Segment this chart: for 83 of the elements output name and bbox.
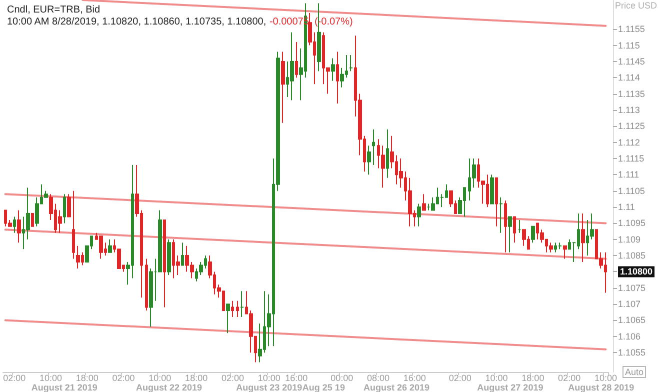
y-tick-label: 1.112 <box>618 137 640 148</box>
y-tick-label: 1.1135 <box>618 88 645 99</box>
y-tick-label: 1.1105 <box>618 186 645 196</box>
x-tick-label: 02:00 <box>112 373 135 383</box>
x-tick-label: 10:00 <box>148 373 172 383</box>
candlestick <box>295 42 298 78</box>
candlestick <box>558 242 562 250</box>
y-tick-label: 1.1095 <box>618 218 646 228</box>
candlestick <box>331 58 335 82</box>
candlestick <box>145 258 148 312</box>
y-axis-title: Price USD <box>614 0 658 10</box>
y-tick-label: 1.1115 <box>618 154 644 164</box>
y-tick-label: 1.10800 <box>620 266 653 277</box>
candlestick <box>367 145 371 176</box>
y-tick-label: 1.106 <box>618 331 641 342</box>
y-tick-label: 1.1065 <box>618 315 646 326</box>
x-tick-label: 18:00 <box>76 373 98 383</box>
candlestick <box>386 128 389 178</box>
candlestick <box>76 245 80 269</box>
candlestick <box>13 216 16 234</box>
candlestick <box>508 216 512 253</box>
y-tick-label: 1.1125 <box>618 121 645 132</box>
candlestick <box>522 229 526 246</box>
candlestick <box>581 212 585 263</box>
x-tick-label: 02:00 <box>221 373 244 383</box>
candlestick <box>17 210 21 244</box>
y-tick-label: 1.107 <box>618 299 641 310</box>
y-tick-label: 1.1145 <box>618 56 645 66</box>
candlestick <box>513 216 516 244</box>
candlestick <box>422 194 426 211</box>
x-tick-label: 18:00 <box>522 373 544 383</box>
x-tick-label: 00:00 <box>330 373 354 383</box>
candlestick <box>518 219 521 234</box>
candlestick <box>67 194 71 218</box>
candlestick <box>236 300 239 318</box>
x-tick-label: 10:00 <box>39 373 62 383</box>
candlestick <box>504 200 507 253</box>
x-tick-label: 02:00 <box>558 373 581 383</box>
candlestick <box>240 290 244 318</box>
x-tick-label: 10:00 <box>258 373 280 383</box>
candlestick <box>167 238 171 276</box>
candlestick <box>531 226 535 244</box>
x-tick-label: 02:00 <box>3 373 26 383</box>
text: 10:00 AM 8/28/2019, 1.10820, 1.10860, 1.10735, 1.10800, <box>7 16 266 28</box>
candlestick <box>31 212 34 227</box>
y-tick-label: 1.109 <box>618 234 641 244</box>
chart-title: Cndl, EUR=TRB, Bid <box>7 4 100 16</box>
y-tick-label: 1.115 <box>618 40 640 50</box>
candlestick <box>281 51 285 124</box>
text: Auto <box>624 367 644 377</box>
y-tick-label: 1.1085 <box>618 250 646 261</box>
y-tick-label: 1.111 <box>618 170 640 180</box>
x-tick-label: 16:00 <box>403 373 426 383</box>
y-tick-label: 1.113 <box>618 104 640 115</box>
candlestick <box>499 196 503 234</box>
y-tick-label: 1.11 <box>618 202 635 212</box>
y-tick-label: 1.1155 <box>618 24 645 34</box>
candlestick <box>549 242 553 253</box>
x-tick-label: 16:00 <box>285 373 308 383</box>
candlestick <box>336 51 339 104</box>
y-tick-label: 1.1075 <box>618 282 646 293</box>
candlestick <box>63 194 66 224</box>
x-tick-label: 18:00 <box>185 373 208 383</box>
candlestick <box>181 242 184 266</box>
candlestick <box>99 236 103 260</box>
y-tick-label: 1.114 <box>618 72 640 83</box>
x-tick-label: 08:00 <box>367 373 390 383</box>
candlestick <box>290 32 294 101</box>
candlestick <box>563 245 567 260</box>
candlestick <box>163 219 166 308</box>
candlestick <box>349 54 353 72</box>
y-tick-label: 1.1055 <box>618 348 646 358</box>
candlestick <box>495 177 498 227</box>
candlestick <box>108 238 112 253</box>
x-tick-label: 10:00 <box>594 373 617 383</box>
candlestick <box>226 304 230 334</box>
candlestick <box>490 174 494 204</box>
x-tick-label: 02:00 <box>448 373 472 383</box>
candlestick <box>417 203 421 227</box>
candlestick <box>72 190 75 260</box>
candlestick <box>372 128 375 166</box>
candlestick <box>231 300 234 318</box>
x-tick-label: 10:00 <box>485 373 508 383</box>
